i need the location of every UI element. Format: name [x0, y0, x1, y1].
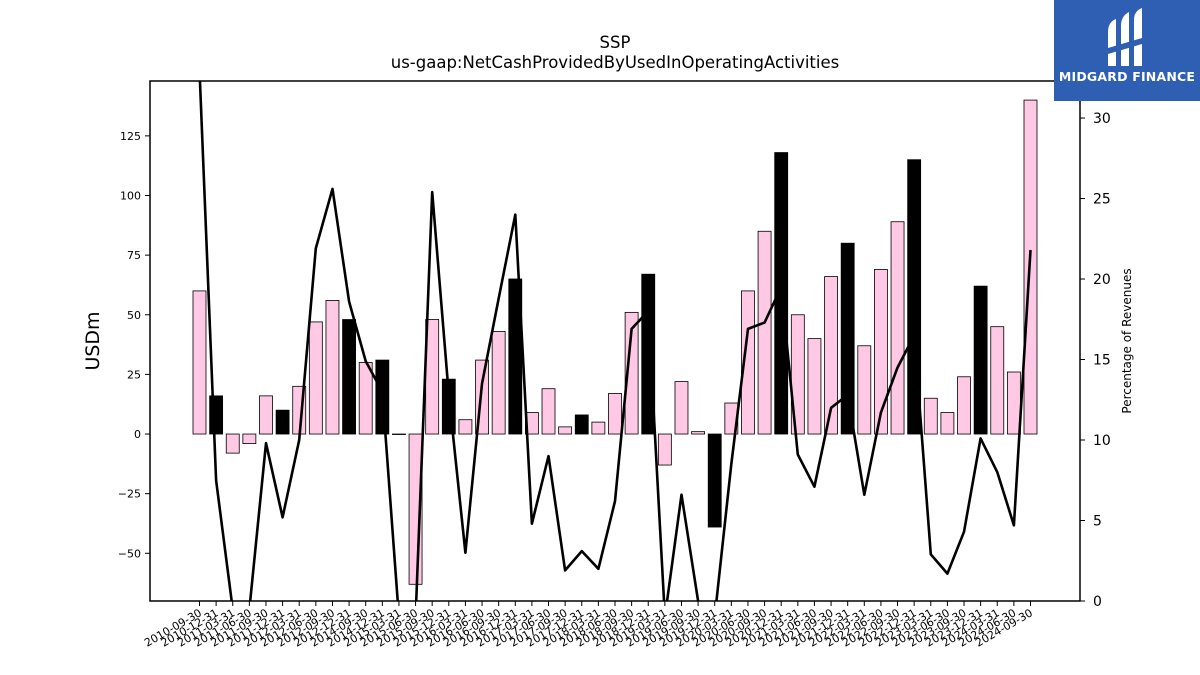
bar	[491, 331, 506, 435]
bar	[209, 395, 224, 435]
bar	[358, 362, 373, 435]
y2-tick-label: 5	[1093, 514, 1102, 530]
bar	[790, 314, 805, 435]
y2-tick-label: 30	[1093, 111, 1111, 127]
bar	[874, 269, 888, 435]
logo-text: MIDGARD FINANCE	[1058, 69, 1196, 84]
bar	[392, 433, 406, 435]
bar	[608, 393, 622, 435]
y2-axis-label: Percentage of Revenues	[1120, 268, 1134, 413]
y-tick-label: 75	[127, 249, 141, 262]
bar	[458, 419, 473, 435]
y-tick-label: 100	[120, 189, 141, 202]
plot-area: −50−2502550751001250510152025302010-09-3…	[118, 80, 1111, 650]
y-tick-label: −25	[118, 488, 141, 501]
y2-tick-label: 10	[1093, 433, 1111, 449]
y-tick-label: −50	[118, 547, 141, 560]
bar	[973, 285, 988, 435]
y-axis-label: USDm	[82, 311, 104, 370]
plot-frame	[149, 80, 1081, 602]
bar	[857, 345, 872, 435]
bar	[342, 319, 356, 435]
bar	[674, 381, 689, 435]
bar	[308, 321, 323, 435]
bar	[824, 276, 838, 435]
bar	[691, 431, 705, 435]
chart-title: SSP	[600, 33, 631, 52]
bar	[242, 433, 257, 444]
y2-tick-label: 0	[1093, 594, 1102, 610]
y-tick-label: 0	[134, 428, 141, 441]
bar	[657, 433, 672, 466]
bar	[940, 412, 955, 435]
bar	[707, 433, 722, 528]
percentage-line	[198, 81, 1032, 601]
bar	[275, 409, 290, 435]
y2-tick-label: 25	[1093, 192, 1111, 208]
y-tick-label: 25	[127, 368, 141, 381]
bar	[558, 426, 573, 435]
bar	[624, 311, 639, 435]
bar	[325, 300, 340, 435]
bar	[923, 397, 938, 435]
midgard-finance-logo: MIDGARD FINANCE	[1054, 0, 1200, 101]
chart-subtitle: us-gaap:NetCashProvidedByUsedInOperating…	[391, 53, 839, 72]
bar	[541, 388, 556, 435]
y2-tick-label: 20	[1093, 272, 1111, 288]
bar	[840, 242, 855, 435]
bar	[591, 421, 606, 435]
y2-tick-label: 15	[1093, 353, 1111, 369]
bar	[957, 376, 971, 435]
bar	[574, 414, 589, 435]
bar	[259, 395, 273, 435]
y-tick-label: 50	[127, 309, 141, 322]
bar	[1006, 371, 1021, 435]
bar	[807, 338, 822, 435]
bar	[192, 290, 207, 435]
bar	[990, 326, 1005, 435]
bar	[890, 221, 905, 435]
bar	[225, 433, 240, 454]
logo-mark-icon	[1108, 8, 1142, 66]
bar	[757, 230, 772, 435]
y-tick-label: 125	[120, 130, 141, 143]
